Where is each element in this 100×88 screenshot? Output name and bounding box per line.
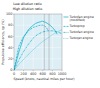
plot-background <box>14 14 62 70</box>
x-tick-label: 200 <box>20 72 26 76</box>
legend-swatch <box>64 38 69 39</box>
reference-line <box>49 14 50 70</box>
y-tick <box>13 47 14 48</box>
grid <box>14 14 62 70</box>
legend-label: Turboprop <box>69 24 85 28</box>
y-tick <box>13 70 14 71</box>
x-tick-label: 600 <box>40 72 46 76</box>
legend-swatch <box>64 26 69 27</box>
plot-frame <box>14 14 62 70</box>
x-tick-label: 800 <box>49 72 55 76</box>
annotation: Low dilution ratio <box>13 2 42 6</box>
y-tick-label: 100 <box>6 12 12 16</box>
legend-swatch <box>64 32 69 33</box>
legend-label-line: Turbojet engine <box>69 36 93 40</box>
y-tick <box>13 36 14 37</box>
y-tick-label: 80 <box>8 23 12 27</box>
grid-line-x <box>52 14 53 70</box>
grid-line-y <box>14 36 62 37</box>
series-line <box>14 30 62 70</box>
legend-label-line: Turbofan engine <box>69 30 94 34</box>
legend-label: Turbofan engine(modified) <box>69 15 94 22</box>
chart: 0 200 400 6008001000 0 20 40 60 80 100 Turbofan en… <box>0 0 100 88</box>
x-tick-label: 1000 <box>58 72 67 76</box>
legend-label-line: Turboprop <box>69 24 85 28</box>
y-tick-label: 40 <box>8 46 12 50</box>
y-tick <box>13 25 14 26</box>
y-tick <box>13 58 14 59</box>
legend-swatch <box>64 17 69 18</box>
series-line <box>14 25 48 70</box>
grid-line-x <box>33 14 34 70</box>
legend-label: Turbojet engine <box>69 36 93 40</box>
legend-label-line: (modified) <box>70 18 85 22</box>
x-tick-label: 400 <box>30 72 36 76</box>
x-axis-label: Speed (knots, nautical miles per hour) <box>13 77 74 81</box>
grid-line-x <box>23 14 24 70</box>
grid-line-y <box>14 47 62 48</box>
y-tick-label: 60 <box>8 35 12 39</box>
legend: Turbofan engine(modified)TurbopropTurbof… <box>64 15 94 40</box>
y-tick <box>13 14 14 15</box>
plot-area <box>14 14 62 70</box>
legend-label: Turbofan engine <box>69 30 94 34</box>
y-axis-label: Propulsive efficiency, ηp (%) <box>1 19 5 64</box>
x-tick-label: 0 <box>13 72 15 76</box>
y-tick-label: 20 <box>8 57 12 61</box>
reference-line <box>44 14 45 70</box>
grid-line-y <box>14 58 62 59</box>
y-tick-label: 0 <box>10 68 12 72</box>
annotation: High dilution ratio <box>13 7 43 11</box>
grid-line-y <box>14 25 62 26</box>
series-line <box>14 31 62 70</box>
